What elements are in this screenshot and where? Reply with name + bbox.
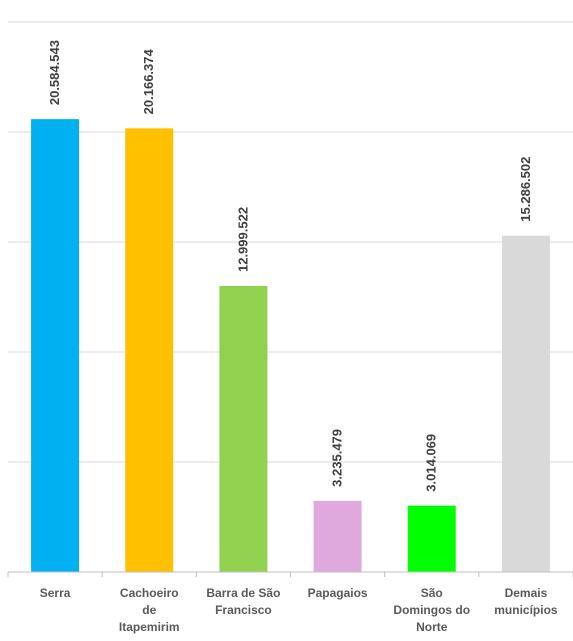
category-label: Domingos do xyxy=(393,603,470,617)
value-label: 3.235.479 xyxy=(330,429,345,487)
category-label: Serra xyxy=(40,586,71,600)
category-label: Papagaios xyxy=(308,586,368,600)
category-label: municípios xyxy=(494,603,558,617)
category-label: Francisco xyxy=(215,603,272,617)
bar xyxy=(407,505,456,572)
category-label: Norte xyxy=(416,620,448,634)
x-axis xyxy=(7,571,573,577)
bar xyxy=(219,286,268,572)
value-labels: 20.584.543 20.166.374 12.999.522 3.235.479 3… xyxy=(47,40,533,492)
value-label: 12.999.522 xyxy=(235,207,250,272)
bar xyxy=(31,119,80,573)
bar xyxy=(125,128,174,572)
value-label: 3.014.069 xyxy=(424,434,439,492)
gridlines xyxy=(8,21,573,463)
bars xyxy=(31,119,550,573)
category-label: Itapemirim xyxy=(119,620,180,634)
value-label: 15.286.502 xyxy=(518,157,533,222)
bar xyxy=(313,500,362,572)
category-label: Barra de São xyxy=(206,586,280,600)
category-label: Demais xyxy=(505,586,548,600)
category-labels: Serra Cachoeiro de Itapemirim Barra de São Fr… xyxy=(40,586,558,634)
category-label: São xyxy=(421,586,443,600)
category-label: de xyxy=(142,603,156,617)
value-label: 20.584.543 xyxy=(47,40,62,105)
bar xyxy=(501,235,550,572)
value-label: 20.166.374 xyxy=(141,49,156,115)
category-label: Cachoeiro xyxy=(120,586,179,600)
